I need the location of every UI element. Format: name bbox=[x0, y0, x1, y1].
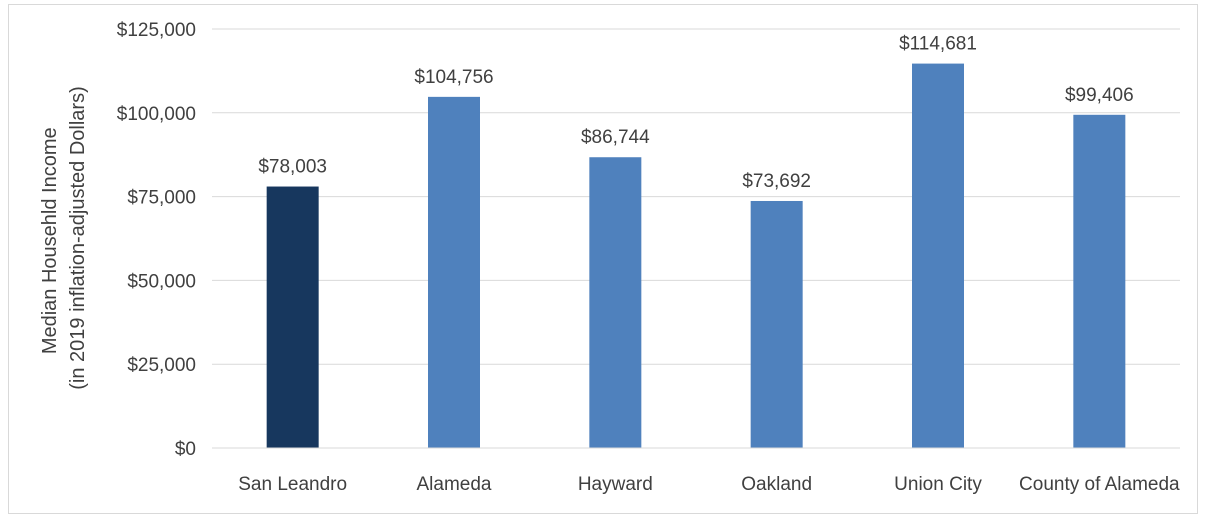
bar bbox=[912, 63, 964, 448]
x-category-label: Alameda bbox=[417, 474, 492, 495]
bar bbox=[589, 157, 642, 448]
y-tick-label: $0 bbox=[175, 439, 196, 460]
y-axis-tick-labels: $0 $25,000 $50,000 $75,000 $100,000 $125,000 bbox=[117, 20, 196, 460]
bar-data-label: $78,003 bbox=[258, 157, 327, 178]
bar bbox=[1073, 114, 1126, 449]
y-axis-title-line-2: (in 2019 inflation-adjusted Dollars) bbox=[67, 86, 89, 390]
bar bbox=[266, 186, 319, 449]
category-labels: San Leandro Alameda Hayward Oakland Union Ci… bbox=[238, 474, 1180, 495]
bar-data-label: $86,744 bbox=[581, 127, 650, 148]
bar-data-label: $73,692 bbox=[742, 171, 811, 192]
y-tick-label: $100,000 bbox=[117, 104, 196, 125]
bar bbox=[428, 96, 480, 449]
y-tick-label: $50,000 bbox=[127, 271, 196, 292]
x-category-label: Oakland bbox=[741, 474, 812, 495]
y-axis-title: Median Househld Income (in 2019 inflatio… bbox=[39, 86, 89, 390]
bars bbox=[266, 63, 1126, 449]
bar bbox=[750, 200, 803, 448]
data-labels: $78,003 $104,756 $86,744 $73,692 $114,681 $99… bbox=[258, 34, 1133, 192]
bar-data-label: $104,756 bbox=[414, 67, 493, 88]
x-category-label: Hayward bbox=[578, 474, 653, 495]
gridlines bbox=[212, 28, 1180, 365]
x-category-label: County of Alameda bbox=[1019, 474, 1180, 495]
bar-data-label: $114,681 bbox=[899, 34, 977, 55]
y-tick-label: $25,000 bbox=[127, 355, 196, 376]
y-axis-title-line-1: Median Househld Income bbox=[39, 127, 61, 354]
x-category-label: San Leandro bbox=[238, 474, 347, 495]
bar-data-label: $99,406 bbox=[1065, 85, 1134, 106]
y-tick-label: $75,000 bbox=[127, 188, 196, 209]
y-tick-label: $125,000 bbox=[117, 20, 196, 41]
x-category-label: Union City bbox=[894, 474, 982, 495]
